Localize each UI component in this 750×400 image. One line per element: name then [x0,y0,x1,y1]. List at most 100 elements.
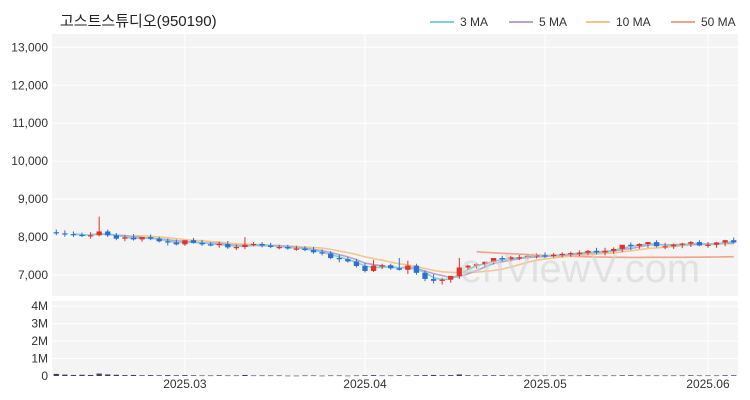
candle-body [70,234,77,236]
volume-y-tick-label: 0 [41,369,48,383]
candle-body [653,242,660,247]
price-y-tick-label: 13,000 [11,40,48,54]
volume-bar [568,375,574,377]
candle-body [456,267,462,276]
volume-bar [96,373,102,376]
candle-body [619,244,625,249]
chart-title: 고스트스튜디오(950190) [60,13,217,30]
candle-body [370,265,377,271]
volume-bar [465,375,471,376]
volume-bar [207,375,214,377]
volume-bar [516,375,522,377]
candle-body [207,244,214,246]
candle-body [602,250,608,253]
volume-bar [731,375,737,376]
volume-plot-area [52,301,738,376]
volume-bar [182,375,188,376]
candle-body [516,257,522,259]
x-axis: 2025.03 2025.04 2025.05 2025.06 [163,377,730,391]
volume-bar [147,375,154,376]
volume-y-tick-label: 3M [31,317,48,331]
volume-bar [302,375,308,377]
volume-bar [336,375,342,377]
candle-body [182,240,188,245]
volume-bar [542,375,548,377]
volume-bar [370,375,377,376]
candle-body [87,235,94,237]
candle-body [233,247,240,249]
legend-label: 5 MA [539,15,567,29]
candle-body [173,242,179,245]
volume-bar [525,375,531,377]
volume-bar [79,374,85,376]
candle-body [713,242,720,245]
volume-bar [671,375,677,377]
volume-bar [430,374,437,376]
candle-body [688,242,694,244]
candle-body [722,240,728,243]
volume-bar [293,375,300,377]
volume-bar [688,375,694,376]
volume-bar [611,375,617,377]
volume-bar [345,375,351,377]
candle-body [705,244,711,246]
candle-body [130,237,137,240]
candle-body [259,243,265,246]
volume-bar [190,375,197,376]
candle-body [482,261,488,265]
candle-body [310,250,317,253]
volume-bar [619,375,625,376]
volume-bar [225,375,231,377]
volume-bar [242,374,248,376]
volume-bar [62,374,68,376]
legend-label: 10 MA [616,15,651,29]
candle-body [731,240,737,243]
volume-y-tick-label: 2M [31,334,48,348]
price-y-tick-label: 9,000 [18,192,48,206]
candle-body [568,253,574,255]
volume-bar [490,375,497,376]
volume-bar [259,375,265,377]
candle-body [79,234,85,237]
volume-bar [285,375,291,377]
candle-body [559,253,565,256]
candle-body [122,237,128,239]
candle-body [113,235,119,239]
candle-body [662,246,668,248]
volume-bar [559,375,565,377]
price-panel: 7,000 8,000 9,000 10,000 11,000 12,000 13,000 [11,34,738,296]
candle-body [645,242,651,244]
candle-body [550,254,557,257]
candle-body [293,248,300,250]
x-tick-label: 2025.04 [343,377,387,391]
volume-bar [268,375,274,377]
volume-bar [713,375,720,377]
volume-bar [448,375,454,376]
candle-body [413,265,420,273]
volume-bar [122,375,128,376]
volume-bar [422,375,428,376]
volume-bar [156,375,162,376]
volume-bar [216,375,222,376]
volume-bar [199,375,205,377]
candle-body [525,255,531,258]
price-y-tick-label: 8,000 [18,230,48,244]
x-tick-label: 2025.06 [686,377,730,391]
volume-bar [679,375,685,377]
candle-body [276,247,282,249]
volume-bar [233,375,240,377]
volume-bar [705,375,711,377]
candle-body [628,244,634,246]
volume-y-tick-label: 1M [31,352,48,366]
candle-body [542,255,548,257]
volume-bar [276,375,282,377]
candle-body [671,244,677,247]
legend-label: 50 MA [701,15,736,29]
volume-bar [413,375,420,376]
candle-body [362,266,368,271]
volume-bar [53,373,59,376]
volume-bar [362,375,368,376]
volume-bar [130,374,137,376]
candle-body [165,241,171,243]
volume-bar [396,375,402,376]
